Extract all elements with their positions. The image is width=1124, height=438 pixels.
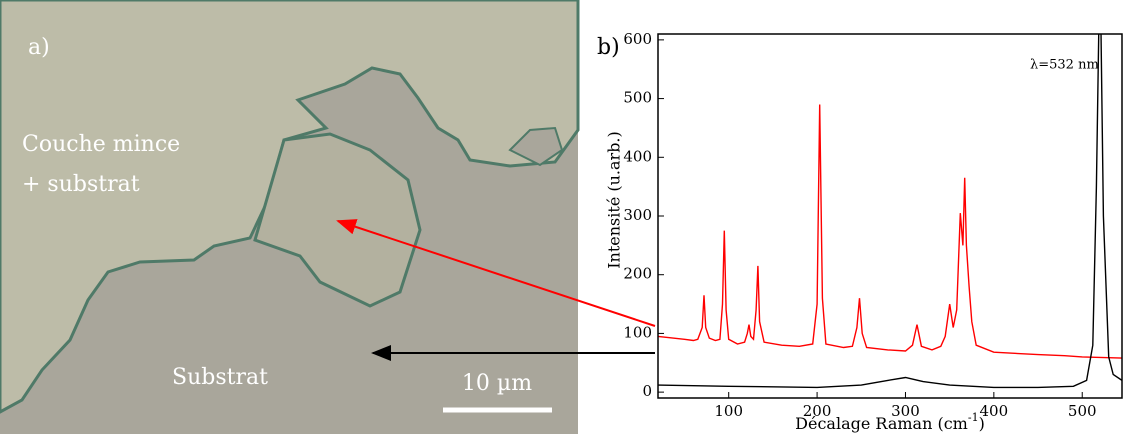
plot-area [658,34,1122,398]
y-tick-label: 600 [623,30,652,48]
hole [508,126,564,167]
x-tick-label: 100 [714,402,743,420]
scale-bar-label: 10 µm [462,371,532,396]
y-tick-label: 500 [623,89,652,107]
spectrum-line [658,104,1122,359]
film-label: Couche mince [22,132,180,157]
x-axis-title-sup: -1 [968,411,979,424]
arrow [336,219,656,327]
x-axis-title-text: Décalage Raman (cm [795,414,968,433]
substrate-label: Substrat [172,365,268,390]
panel-label: a) [28,35,50,60]
spectrum-line [658,34,1122,389]
film-label: + substrat [22,172,140,197]
y-tick-label: 0 [642,382,652,400]
y-tick-label: 400 [623,147,652,165]
y-tick-label: 100 [623,323,652,341]
y-tick-label: 200 [623,265,652,283]
x-axis-title-suffix: ) [979,414,985,433]
plot [658,34,1122,389]
thin-film [0,0,580,414]
x-tick-label: 300 [891,402,920,420]
y-axis-title: Intensité (u.arb.) [605,131,624,269]
x-tick-label: 200 [803,402,832,420]
x-tick-label: 400 [980,402,1009,420]
annotation: λ=532 nm [1030,58,1099,73]
x-axis-title: Décalage Raman (cm-1) [795,411,985,433]
panel-label: b) [597,35,620,60]
micrograph: a) Couche mince + substrat Substrat 10 µ… [0,0,580,434]
y-tick-label: 300 [623,206,652,224]
x-tick-label: 500 [1068,402,1097,420]
